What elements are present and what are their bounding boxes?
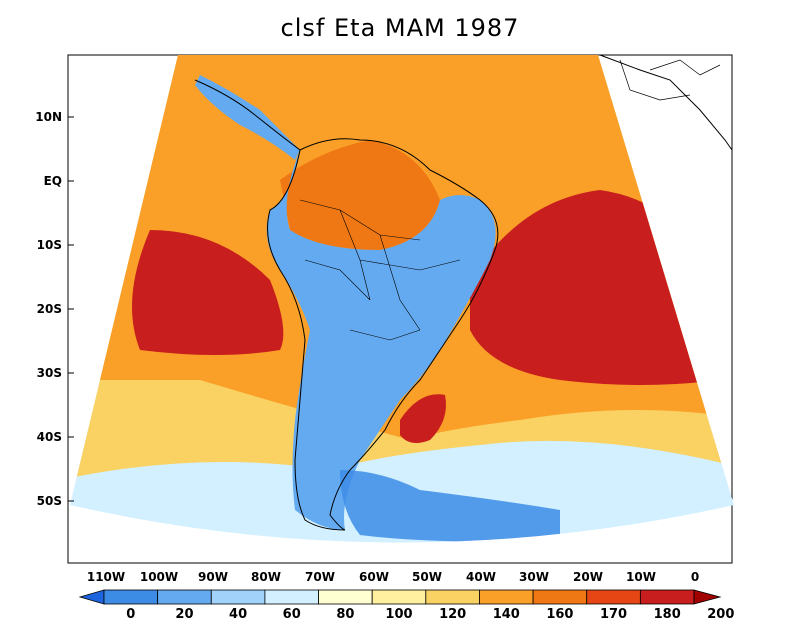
colorbar-label: 60 bbox=[283, 607, 301, 618]
colorbar-swatch bbox=[264, 589, 319, 605]
lon-axis: 110W 100W 90W 80W 70W 60W 50W 40W 30W 20… bbox=[87, 570, 699, 584]
central-america-coast bbox=[194, 79, 301, 151]
lon-label: 50W bbox=[412, 570, 442, 584]
lon-label: 30W bbox=[519, 570, 549, 584]
central-america-land bbox=[195, 75, 300, 160]
colorbar-swatch bbox=[157, 589, 212, 605]
colorbar-label: 170 bbox=[600, 607, 627, 618]
colorbar-label: 180 bbox=[654, 607, 681, 618]
colorbar-swatch bbox=[532, 589, 588, 605]
lon-label: 100W bbox=[140, 570, 178, 584]
lat-label: 20S bbox=[37, 302, 62, 316]
colorbar-swatch bbox=[425, 589, 480, 605]
field-max-pacific bbox=[132, 230, 284, 355]
field-amazon bbox=[280, 140, 440, 250]
colorbar-label: 120 bbox=[439, 607, 466, 618]
field-max-uruguay bbox=[400, 394, 446, 444]
south-america-land bbox=[266, 150, 496, 530]
colorbar-swatch bbox=[639, 589, 695, 605]
lon-label: 110W bbox=[87, 570, 125, 584]
colorbar: 0 20 40 60 80 100 120 140 160 170 180 200 bbox=[78, 589, 734, 618]
colorbar-label: 160 bbox=[546, 607, 573, 618]
colorbar-label: 20 bbox=[175, 607, 193, 618]
colorbar-label: 100 bbox=[385, 607, 412, 618]
lon-label: 0 bbox=[691, 570, 699, 584]
lat-label: 10N bbox=[35, 110, 62, 124]
colorbar-label: 40 bbox=[229, 607, 247, 618]
lon-label: 40W bbox=[466, 570, 496, 584]
lat-label: 10S bbox=[37, 238, 62, 252]
colorbar-label: 200 bbox=[707, 607, 734, 618]
colorbar-max-arrow bbox=[693, 589, 722, 605]
lon-label: 90W bbox=[198, 570, 228, 584]
lat-label: EQ bbox=[44, 174, 62, 188]
lon-label: 60W bbox=[359, 570, 389, 584]
colorbar-swatch bbox=[586, 589, 641, 605]
colorbar-label: 80 bbox=[336, 607, 354, 618]
coastline bbox=[267, 138, 499, 531]
lon-label: 20W bbox=[573, 570, 603, 584]
africa-borders bbox=[619, 59, 721, 101]
country-borders bbox=[299, 199, 461, 341]
lon-label: 10W bbox=[626, 570, 656, 584]
lon-label: 70W bbox=[305, 570, 335, 584]
lat-label: 30S bbox=[37, 366, 62, 380]
lon-label: 80W bbox=[251, 570, 281, 584]
colorbar-label: 140 bbox=[493, 607, 520, 618]
colorbar-swatch bbox=[318, 589, 373, 605]
colorbar-swatch bbox=[479, 589, 534, 605]
colorbar-min-arrow bbox=[78, 589, 105, 605]
colorbar-swatch bbox=[103, 589, 159, 605]
africa-coastline bbox=[599, 54, 733, 151]
patagonia-shelf bbox=[340, 470, 560, 542]
colorbar-label: 0 bbox=[126, 607, 135, 618]
lat-label: 50S bbox=[37, 494, 62, 508]
lat-label: 40S bbox=[37, 430, 62, 444]
colorbar-swatch bbox=[371, 589, 427, 605]
map-title: clsf Eta MAM 1987 bbox=[280, 14, 520, 42]
lat-axis: 10N EQ 10S 20S 30S 40S 50S bbox=[35, 110, 74, 508]
colorbar-swatch bbox=[210, 589, 266, 605]
